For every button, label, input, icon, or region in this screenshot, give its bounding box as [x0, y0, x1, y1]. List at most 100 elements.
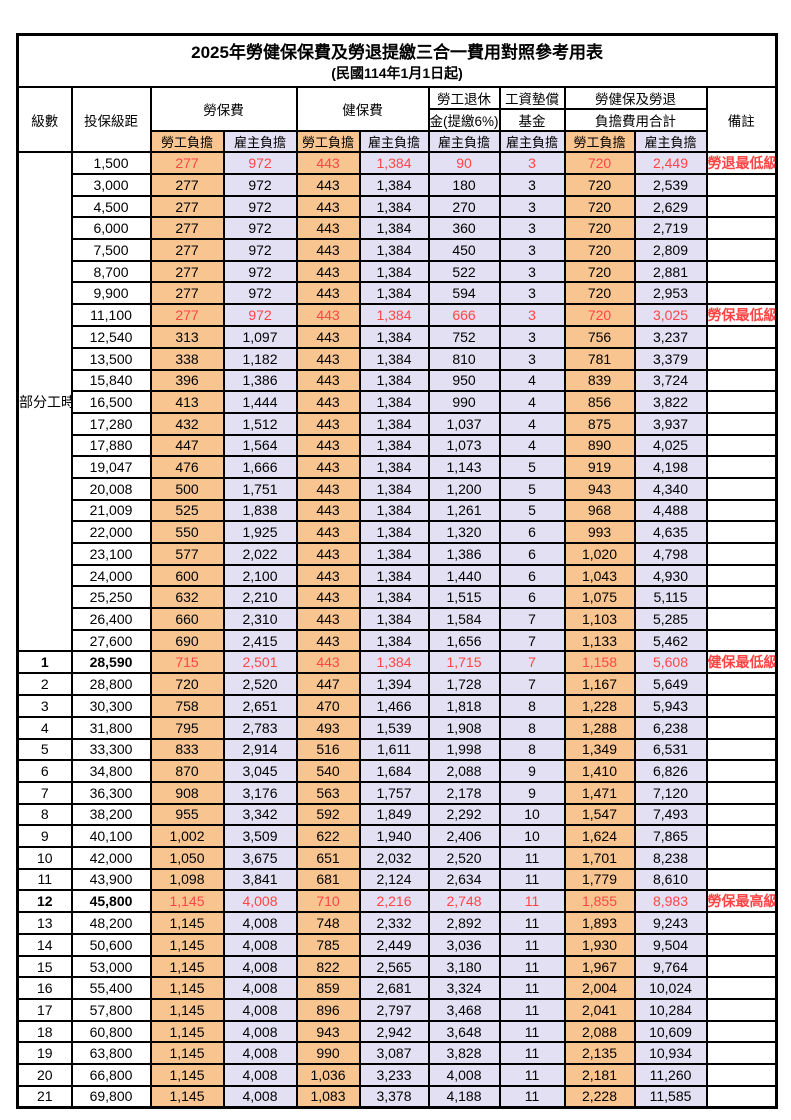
- col-header-pension-line1: 勞工退休: [427, 86, 501, 110]
- value-cell: 972: [222, 259, 298, 284]
- level-cell: 18: [16, 1019, 73, 1044]
- part-time-label: 部分工時: [16, 150, 73, 653]
- value-cell: 2,032: [358, 845, 430, 870]
- value-cell: 443: [295, 498, 361, 523]
- value-cell: 3,180: [427, 954, 501, 979]
- value-cell: 1,564: [222, 433, 298, 458]
- table-row: 15 53,000 1,145 4,008 822 2,565 3,180 11 1,967 9,…: [16, 954, 778, 979]
- table-row: 20 66,800 1,145 4,008 1,036 3,233 4,008 11 2,181…: [16, 1063, 778, 1087]
- value-cell: 443: [295, 259, 361, 284]
- value-cell: 3,841: [222, 867, 298, 892]
- value-cell: 7: [498, 628, 566, 653]
- remark-cell: [705, 281, 778, 306]
- value-cell: 4,930: [633, 563, 708, 588]
- value-cell: 990: [427, 390, 501, 414]
- value-cell: 1,715: [427, 650, 501, 675]
- value-cell: 1,728: [427, 672, 501, 697]
- remark-cell: [705, 976, 778, 1001]
- table-row: 8 38,200 955 3,342 592 1,849 2,292 10 1,547 7,493: [16, 802, 778, 827]
- value-cell: 7: [498, 607, 566, 631]
- value-cell: 1,384: [358, 433, 430, 458]
- col-header-bracket: 投保級距: [70, 86, 152, 153]
- value-cell: 7,493: [633, 802, 708, 827]
- value-cell: 9,764: [633, 954, 708, 979]
- table-row: 9 40,100 1,002 3,509 622 1,940 2,406 10 1,624 7,8…: [16, 824, 778, 848]
- remark-cell: [705, 520, 778, 544]
- level-cell: 6: [16, 759, 73, 783]
- col-header-labor-fee: 勞保費: [149, 86, 298, 132]
- value-cell: 3,675: [222, 845, 298, 870]
- value-cell: 11: [498, 1063, 566, 1087]
- bracket-cell: 31,800: [70, 715, 152, 740]
- value-cell: 1,145: [149, 889, 225, 914]
- value-cell: 1,384: [358, 390, 430, 414]
- value-cell: 270: [427, 194, 501, 219]
- value-cell: 3,036: [427, 933, 501, 957]
- value-cell: 2,088: [563, 1019, 636, 1044]
- bracket-cell: 38,200: [70, 802, 152, 827]
- value-cell: 1,925: [222, 520, 298, 544]
- value-cell: 443: [295, 346, 361, 371]
- value-cell: 6: [498, 542, 566, 566]
- value-cell: 1,611: [358, 737, 430, 762]
- title-cell: 2025年勞健保保費及勞退提繳三合一費用對照參考用表 (民國114年1月1日起): [16, 33, 778, 88]
- value-cell: 720: [563, 281, 636, 306]
- value-cell: 1,539: [358, 715, 430, 740]
- value-cell: 781: [563, 346, 636, 371]
- bracket-cell: 28,800: [70, 672, 152, 697]
- value-cell: 594: [427, 281, 501, 306]
- bracket-cell: 60,800: [70, 1019, 152, 1044]
- value-cell: 3: [498, 151, 566, 175]
- value-cell: 4,340: [633, 476, 708, 501]
- value-cell: 277: [149, 216, 225, 241]
- table-row: 11 43,900 1,098 3,841 681 2,124 2,634 11 1,779 8,…: [16, 867, 778, 892]
- value-cell: 4,008: [427, 1063, 501, 1087]
- value-cell: 3,025: [633, 303, 708, 328]
- bracket-cell: 42,000: [70, 845, 152, 870]
- table-row: 19 63,800 1,145 4,008 990 3,087 3,828 11 2,135 10…: [16, 1041, 778, 1066]
- subheader-health-employer: 雇主負擔: [358, 130, 430, 153]
- value-cell: 756: [563, 325, 636, 349]
- value-cell: 2,449: [633, 151, 708, 175]
- value-cell: 443: [295, 216, 361, 241]
- table-row: 8,700 277 972 443 1,384 522 3 720 2,881: [18, 259, 778, 284]
- table-row: 27,600 690 2,415 443 1,384 1,656 7 1,133 5,462: [18, 628, 778, 653]
- value-cell: 413: [149, 390, 225, 414]
- value-cell: 443: [295, 628, 361, 653]
- table-row: 3,000 277 972 443 1,384 180 3 720 2,539: [18, 173, 778, 197]
- value-cell: 1,684: [358, 759, 430, 783]
- value-cell: 2,124: [358, 867, 430, 892]
- value-cell: 1,384: [358, 628, 430, 653]
- bracket-cell: 7,500: [70, 238, 152, 262]
- value-cell: 3,237: [633, 325, 708, 349]
- value-cell: 516: [295, 737, 361, 762]
- value-cell: 11: [498, 1041, 566, 1066]
- value-cell: 2,228: [563, 1084, 636, 1109]
- value-cell: 4,798: [633, 542, 708, 566]
- value-cell: 2,135: [563, 1041, 636, 1066]
- bracket-cell: 17,880: [70, 433, 152, 458]
- table-row: 2 28,800 720 2,520 447 1,394 1,728 7 1,167 5,649: [16, 672, 778, 697]
- value-cell: 919: [563, 455, 636, 479]
- value-cell: 4,488: [633, 498, 708, 523]
- value-cell: 522: [427, 259, 501, 284]
- value-cell: 1,145: [149, 1084, 225, 1109]
- remark-cell: 勞保最低級距: [705, 303, 778, 328]
- table-row: 24,000 600 2,100 443 1,384 1,440 6 1,043 4,930: [18, 563, 778, 588]
- value-cell: 720: [149, 672, 225, 697]
- remark-cell: [705, 759, 778, 783]
- value-cell: 1,666: [222, 455, 298, 479]
- value-cell: 470: [295, 694, 361, 718]
- value-cell: 1,200: [427, 476, 501, 501]
- bracket-cell: 48,200: [70, 911, 152, 935]
- table-row: 20,008 500 1,751 443 1,384 1,200 5 943 4,340: [18, 476, 778, 501]
- bracket-cell: 28,590: [70, 650, 152, 675]
- value-cell: 896: [295, 998, 361, 1022]
- value-cell: 4,008: [222, 976, 298, 1001]
- remark-cell: [705, 672, 778, 697]
- remark-cell: [705, 715, 778, 740]
- value-cell: 277: [149, 173, 225, 197]
- table-row: 25,250 632 2,210 443 1,384 1,515 6 1,075 5,115: [18, 585, 778, 610]
- table-row: 17,280 432 1,512 443 1,384 1,037 4 875 3,937: [18, 411, 778, 436]
- value-cell: 1,471: [563, 780, 636, 805]
